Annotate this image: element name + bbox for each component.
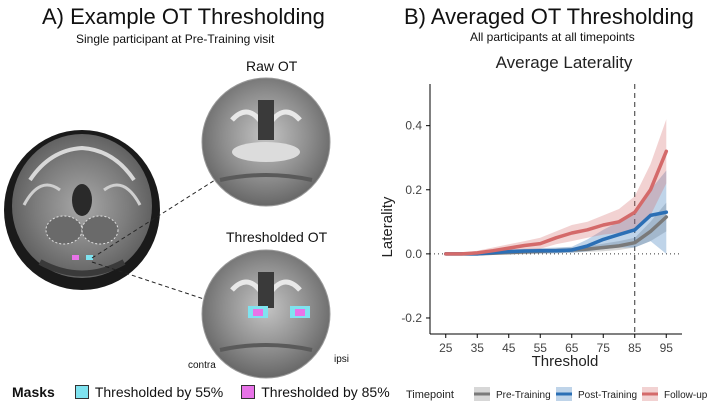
mask-55-swatch <box>74 385 89 399</box>
mask-55-label: Thresholded by 55% <box>94 384 224 400</box>
panel-a-subtitle: Single participant at Pre-Training visit <box>76 32 275 46</box>
panel-b-title: B) Averaged OT Thresholding <box>404 4 694 29</box>
x-tick-label: 65 <box>565 341 579 355</box>
x-axis-label: Threshold <box>532 353 599 370</box>
ci-ribbon-follow-up <box>445 119 667 255</box>
masks-legend-title: Masks <box>12 384 55 400</box>
connector-line-thresholded <box>91 261 223 306</box>
y-tick-label: 0.0 <box>405 247 422 261</box>
x-tick-label: 95 <box>660 341 674 355</box>
x-tick-label: 35 <box>471 341 485 355</box>
raw-ot-zoom-image <box>201 77 331 207</box>
y-axis-label: Laterality <box>379 196 396 257</box>
thresholded-ot-zoom-image <box>201 249 331 379</box>
chart-title: Average Laterality <box>496 53 633 72</box>
y-tick-label: 0.4 <box>405 119 422 133</box>
masks-legend: Masks Thresholded by 55% Thresholded by … <box>12 384 390 400</box>
coronal-brain-image <box>4 130 160 290</box>
x-tick-label: 55 <box>534 341 548 355</box>
y-tick-label: 0.2 <box>405 183 422 197</box>
mask-85-swatch <box>241 385 256 399</box>
ci-ribbon-post-training <box>445 170 667 255</box>
ipsi-label: ipsi <box>334 354 350 365</box>
panel-b-subtitle: All participants at all timepoints <box>470 30 635 44</box>
connector-line-raw <box>91 179 216 259</box>
thresholded-ot-label: Thresholded OT <box>226 229 328 245</box>
x-tick-label: 25 <box>439 341 453 355</box>
mask-85-label: Thresholded by 85% <box>261 384 390 400</box>
x-tick-label: 45 <box>502 341 516 355</box>
series-line-follow-up <box>444 149 669 256</box>
x-tick-label: 85 <box>628 341 642 355</box>
contra-label: contra <box>188 360 216 371</box>
panel-a-title: A) Example OT Thresholding <box>42 4 325 29</box>
legend-title: Timepoint <box>406 389 454 401</box>
brain-figure <box>4 77 331 379</box>
legend-label: Follow-up <box>664 390 708 401</box>
raw-ot-label: Raw OT <box>246 58 298 74</box>
legend-label: Post-Training <box>578 390 637 401</box>
x-tick-label: 75 <box>597 341 611 355</box>
laterality-line-chart: Average Laterality -0.2 0.0 0.2 0.4 25 35 45 55… <box>379 53 708 401</box>
y-tick-label: -0.2 <box>401 311 422 325</box>
legend-label: Pre-Training <box>496 390 551 401</box>
